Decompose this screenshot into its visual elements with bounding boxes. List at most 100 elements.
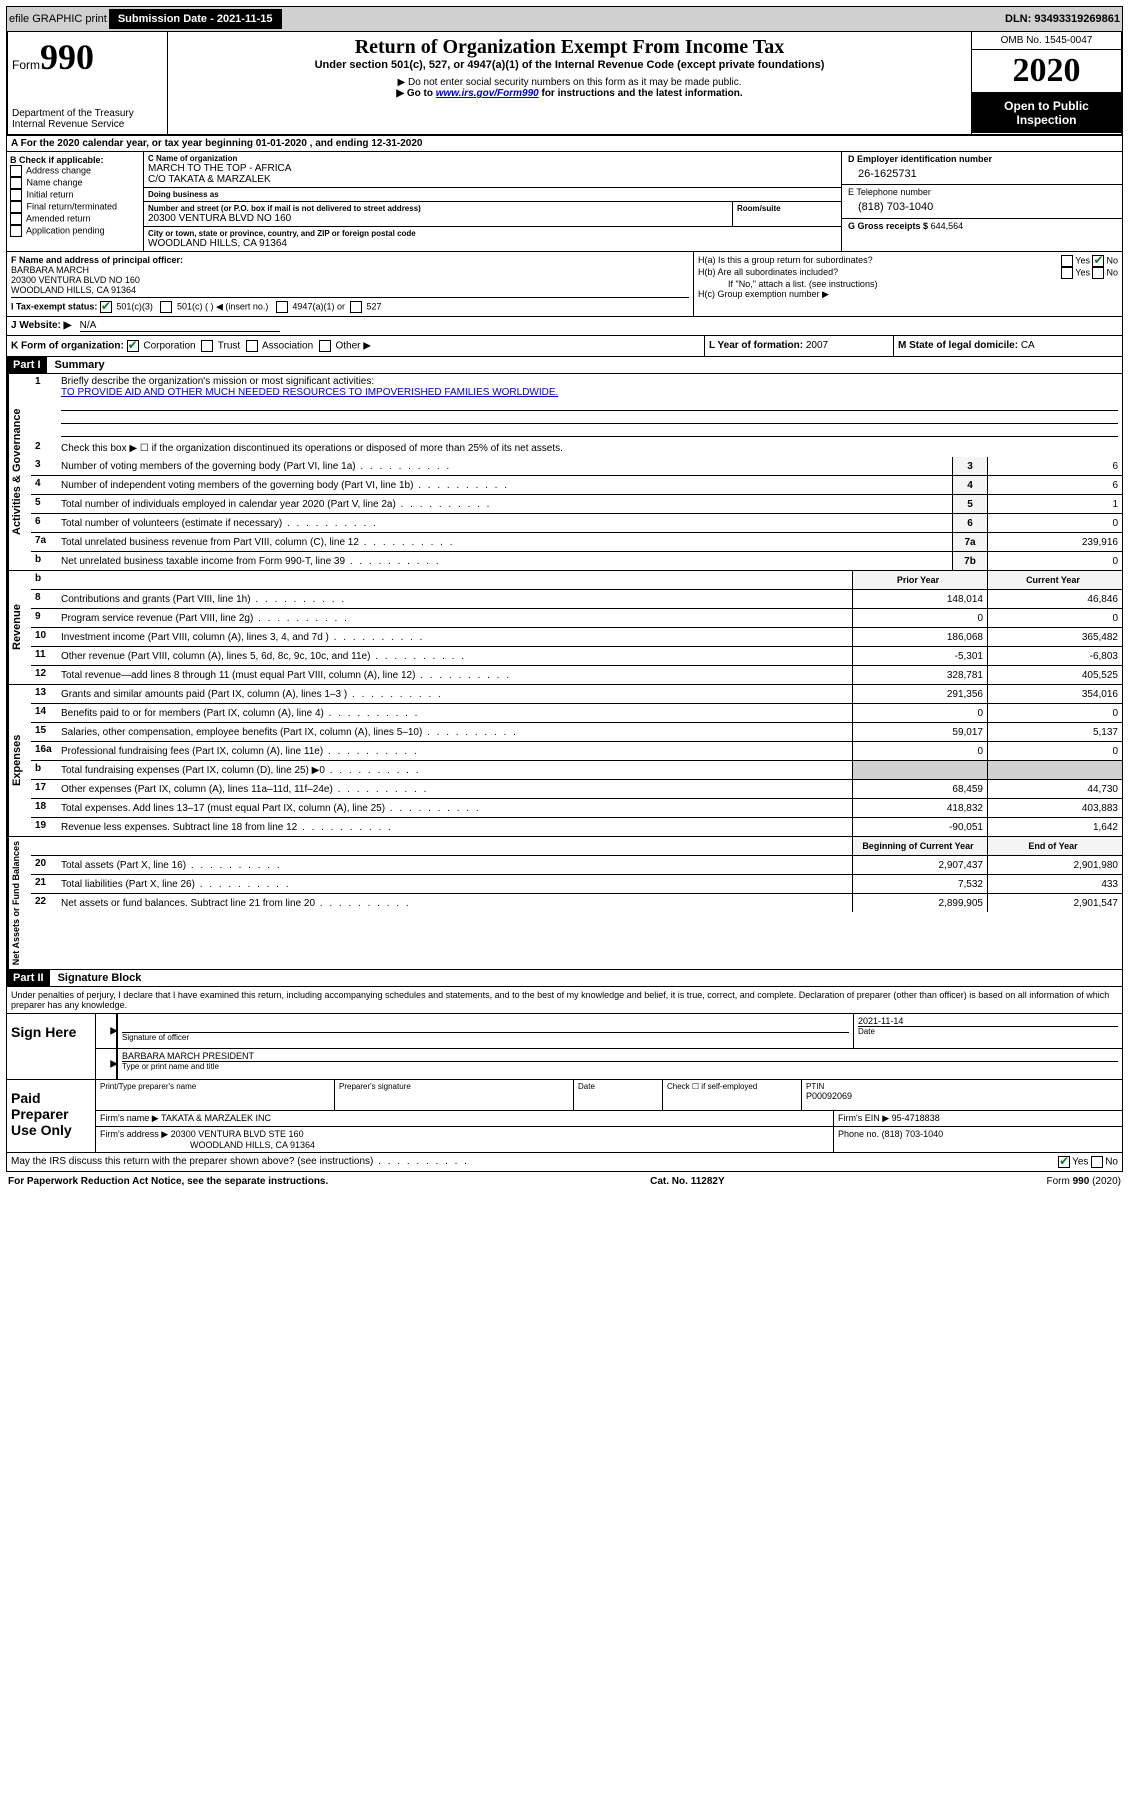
chk-assoc[interactable]	[246, 340, 258, 352]
gov-line: 5Total number of individuals employed in…	[31, 495, 1122, 514]
prior-year-amount: 0	[852, 704, 987, 722]
ein: 26-1625731	[848, 164, 1116, 180]
gov-amount: 1	[987, 495, 1122, 513]
chk-ha-no[interactable]	[1092, 255, 1104, 267]
data-line: 19Revenue less expenses. Subtract line 1…	[31, 818, 1122, 836]
tax-year: 2020	[972, 50, 1121, 93]
data-line: 14Benefits paid to or for members (Part …	[31, 704, 1122, 723]
data-line: 16aProfessional fundraising fees (Part I…	[31, 742, 1122, 761]
form-title: Return of Organization Exempt From Incom…	[172, 36, 967, 59]
current-year-amount: 0	[987, 742, 1122, 760]
firm-ein: 95-4718838	[892, 1113, 940, 1123]
prior-year-amount: 418,832	[852, 799, 987, 817]
firm-phone: (818) 703-1040	[882, 1129, 944, 1139]
klm-row: K Form of organization: Corporation Trus…	[6, 336, 1123, 357]
gov-amount: 6	[987, 457, 1122, 475]
current-year-amount: 46,846	[987, 590, 1122, 608]
gov-amount: 0	[987, 514, 1122, 532]
officer-addr1: 20300 VENTURA BLVD NO 160	[11, 275, 689, 285]
current-year-amount: 44,730	[987, 780, 1122, 798]
prior-year-amount: 2,907,437	[852, 856, 987, 874]
data-line: 15Salaries, other compensation, employee…	[31, 723, 1122, 742]
mission-text: TO PROVIDE AID AND OTHER MUCH NEEDED RES…	[61, 387, 558, 398]
chk-ha-yes[interactable]	[1061, 255, 1073, 267]
chk-trust[interactable]	[201, 340, 213, 352]
prior-year-amount: 0	[852, 609, 987, 627]
current-year-amount	[987, 761, 1122, 779]
data-line: 10Investment income (Part VIII, column (…	[31, 628, 1122, 647]
chk-address-change[interactable]	[10, 165, 22, 177]
data-line: 18Total expenses. Add lines 13–17 (must …	[31, 799, 1122, 818]
current-year-amount: 405,525	[987, 666, 1122, 684]
discuss-row: May the IRS discuss this return with the…	[6, 1153, 1123, 1172]
current-year-amount: 2,901,980	[987, 856, 1122, 874]
chk-corp[interactable]	[127, 340, 139, 352]
current-year-amount: 354,016	[987, 685, 1122, 703]
submission-date-button[interactable]: Submission Date - 2021-11-15	[109, 9, 282, 29]
data-line: 22Net assets or fund balances. Subtract …	[31, 894, 1122, 912]
officer-addr2: WOODLAND HILLS, CA 91364	[11, 285, 689, 295]
org-co: C/O TAKATA & MARZALEK	[148, 174, 837, 185]
data-line: 9Program service revenue (Part VIII, lin…	[31, 609, 1122, 628]
note-link: ▶ Go to www.irs.gov/Form990 for instruct…	[172, 88, 967, 99]
chk-discuss-no[interactable]	[1091, 1156, 1103, 1168]
data-line: 11Other revenue (Part VIII, column (A), …	[31, 647, 1122, 666]
prior-year-amount: 186,068	[852, 628, 987, 646]
form-subtitle: Under section 501(c), 527, or 4947(a)(1)…	[172, 59, 967, 71]
chk-amended[interactable]	[10, 213, 22, 225]
chk-final-return[interactable]	[10, 201, 22, 213]
chk-501c[interactable]	[160, 301, 172, 313]
fh-row: F Name and address of principal officer:…	[6, 252, 1123, 317]
perjury-statement: Under penalties of perjury, I declare th…	[6, 987, 1123, 1014]
row-a-tax-year: A For the 2020 calendar year, or tax yea…	[6, 136, 1123, 152]
year-formation: 2007	[806, 340, 828, 351]
prior-year-amount: 7,532	[852, 875, 987, 893]
data-line: 13Grants and similar amounts paid (Part …	[31, 685, 1122, 704]
form-header: Form990 Department of the Treasury Inter…	[6, 32, 1123, 136]
phone: (818) 703-1040	[848, 197, 1116, 213]
officer-name-title: BARBARA MARCH PRESIDENT	[122, 1051, 1118, 1061]
current-year-amount: 0	[987, 704, 1122, 722]
data-line: bTotal fundraising expenses (Part IX, co…	[31, 761, 1122, 780]
prior-year-amount: 59,017	[852, 723, 987, 741]
chk-app-pending[interactable]	[10, 225, 22, 237]
chk-527[interactable]	[350, 301, 362, 313]
chk-hb-yes[interactable]	[1061, 267, 1073, 279]
gov-line: 7aTotal unrelated business revenue from …	[31, 533, 1122, 552]
gov-amount: 239,916	[987, 533, 1122, 551]
current-year-amount: 403,883	[987, 799, 1122, 817]
paid-preparer-block: Paid Preparer Use Only Print/Type prepar…	[6, 1080, 1123, 1153]
part1-header: Part I Summary	[6, 357, 1123, 374]
firm-addr1: 20300 VENTURA BLVD STE 160	[171, 1129, 304, 1139]
firm-name: TAKATA & MARZALEK INC	[161, 1113, 271, 1123]
section-expenses: Expenses 13Grants and similar amounts pa…	[6, 685, 1123, 837]
form-number: Form990	[12, 36, 163, 78]
chk-name-change[interactable]	[10, 177, 22, 189]
current-year-amount: 5,137	[987, 723, 1122, 741]
prior-year-amount	[852, 761, 987, 779]
chk-other[interactable]	[319, 340, 331, 352]
prior-year-amount: 148,014	[852, 590, 987, 608]
current-year-amount: 0	[987, 609, 1122, 627]
prior-year-amount: 2,899,905	[852, 894, 987, 912]
section-net-assets: Net Assets or Fund Balances Beginning of…	[6, 837, 1123, 970]
officer-name: BARBARA MARCH	[11, 265, 689, 275]
irs-form990-link[interactable]: www.irs.gov/Form990	[436, 88, 539, 99]
current-year-amount: -6,803	[987, 647, 1122, 665]
chk-4947[interactable]	[276, 301, 288, 313]
prior-year-amount: 0	[852, 742, 987, 760]
gov-amount: 0	[987, 552, 1122, 570]
chk-discuss-yes[interactable]	[1058, 1156, 1070, 1168]
gross-receipts: 644,564	[931, 221, 964, 231]
current-year-amount: 365,482	[987, 628, 1122, 646]
dept-label: Department of the Treasury Internal Reve…	[12, 108, 163, 130]
chk-501c3[interactable]	[100, 301, 112, 313]
data-line: 17Other expenses (Part IX, column (A), l…	[31, 780, 1122, 799]
firm-addr2: WOODLAND HILLS, CA 91364	[100, 1140, 315, 1150]
omb-number: OMB No. 1545-0047	[972, 32, 1121, 50]
prior-year-amount: -5,301	[852, 647, 987, 665]
org-name: MARCH TO THE TOP - AFRICA	[148, 163, 837, 174]
chk-initial-return[interactable]	[10, 189, 22, 201]
gov-amount: 6	[987, 476, 1122, 494]
chk-hb-no[interactable]	[1092, 267, 1104, 279]
